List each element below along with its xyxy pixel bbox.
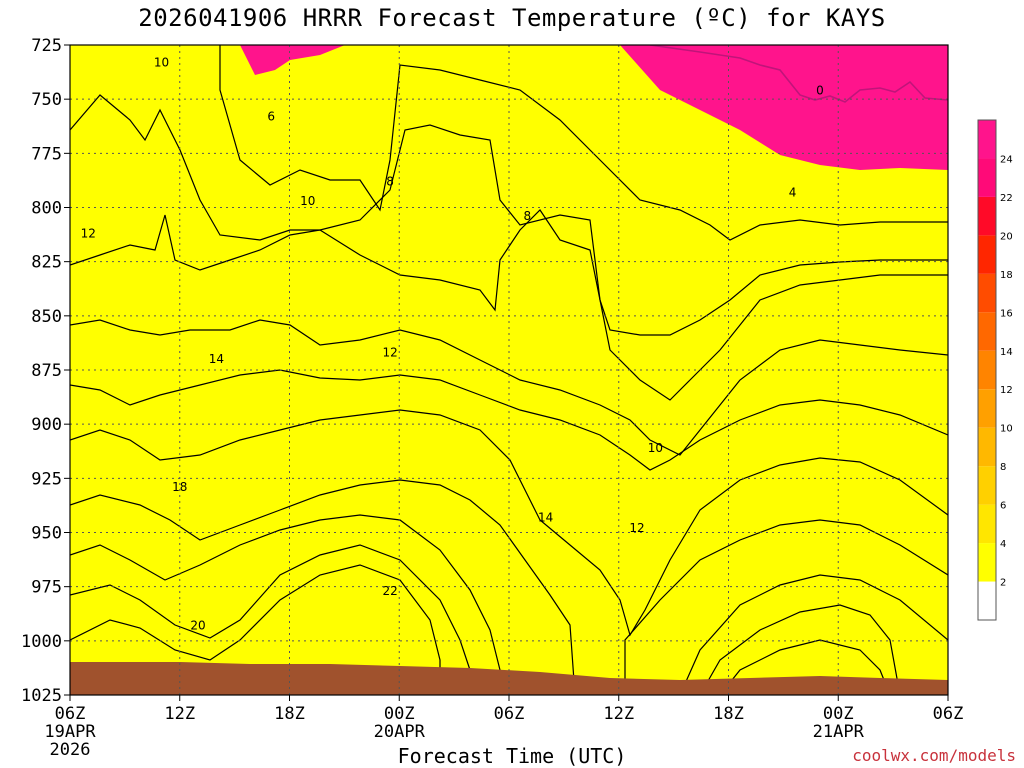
x-tick-label: 12Z bbox=[164, 704, 195, 724]
y-tick-label: 925 bbox=[31, 469, 62, 489]
x-tick-label: 18Z bbox=[274, 704, 305, 724]
chart-title: 2026041906 HRRR Forecast Temperature (ºC… bbox=[138, 4, 886, 32]
colorbar-swatch bbox=[978, 543, 996, 582]
colorbar-label: 8 bbox=[1000, 462, 1006, 473]
x-tick-label: 12Z bbox=[603, 704, 634, 724]
contour-label: 10 bbox=[300, 194, 315, 208]
y-tick-label: 950 bbox=[31, 524, 62, 544]
x-tick-date: 20APR bbox=[374, 722, 426, 742]
y-tick-label: 750 bbox=[31, 90, 62, 110]
zero-isotherm bbox=[649, 45, 948, 103]
x-tick-date: 21APR bbox=[813, 722, 865, 742]
y-tick-label: 850 bbox=[31, 307, 62, 327]
x-tick-date: 19APR bbox=[44, 722, 96, 742]
credit-link[interactable]: coolwx.com/models bbox=[852, 746, 1016, 765]
contour-label: 18 bbox=[172, 480, 187, 494]
contour-label: 14 bbox=[209, 352, 224, 366]
colorbar-frame bbox=[977, 119, 997, 621]
colorbar-label: 16 bbox=[1000, 308, 1013, 319]
colorbar-label: 18 bbox=[1000, 270, 1013, 281]
contour-label: 14 bbox=[538, 510, 553, 524]
contour-label: 4 bbox=[789, 185, 797, 199]
y-tick-label: 825 bbox=[31, 253, 62, 273]
colorbar-swatch bbox=[978, 427, 996, 467]
x-tick-label: 06Z bbox=[494, 704, 525, 724]
y-tick-label: 800 bbox=[31, 199, 62, 219]
contour-label: 10 bbox=[154, 55, 169, 69]
contour-label: 0 bbox=[816, 84, 824, 98]
colorbar-swatch bbox=[978, 196, 996, 236]
colorbar-label: 20 bbox=[1000, 231, 1013, 242]
x-tick-label: 00Z bbox=[823, 704, 854, 724]
colorbar-swatch bbox=[978, 158, 996, 197]
contour-label: 8 bbox=[523, 209, 531, 223]
colorbar-swatch bbox=[978, 235, 996, 274]
x-tick-label: 18Z bbox=[713, 704, 744, 724]
y-tick-label: 875 bbox=[31, 361, 62, 381]
colorbar-swatch bbox=[978, 312, 996, 351]
temperature-field bbox=[70, 45, 948, 695]
contour-labels: 10 6 10 8 8 0 4 12 12 14 10 14 12 18 22 20 bbox=[81, 55, 824, 632]
contour-label: 10 bbox=[648, 441, 663, 455]
contour-label: 6 bbox=[267, 110, 275, 124]
colorbar-swatch bbox=[978, 466, 996, 505]
colorbar-label: 2 bbox=[1000, 578, 1006, 589]
colorbar-swatch bbox=[978, 504, 996, 544]
gridlines bbox=[70, 45, 948, 695]
colorbar-label: 6 bbox=[1000, 501, 1006, 512]
contour-label: 20 bbox=[190, 619, 205, 633]
y-tick-label: 1025 bbox=[21, 686, 62, 706]
x-tick-label: 00Z bbox=[384, 704, 415, 724]
colorbar-label: 10 bbox=[1000, 424, 1013, 435]
x-tick-label: 06Z bbox=[55, 704, 86, 724]
x-tick-label: 06Z bbox=[933, 704, 964, 724]
colorbar-swatch bbox=[978, 120, 996, 159]
contour-label: 22 bbox=[382, 584, 397, 598]
x-tick-year: 2026 bbox=[50, 740, 91, 760]
colorbar-label: 14 bbox=[1000, 347, 1013, 358]
colorbar-label: 22 bbox=[1000, 193, 1013, 204]
colorbar-swatch bbox=[978, 581, 996, 620]
y-tick-label: 775 bbox=[31, 144, 62, 164]
contour-label: 12 bbox=[629, 521, 644, 535]
y-tick-label: 975 bbox=[31, 578, 62, 598]
colorbar-swatch bbox=[978, 350, 996, 390]
contour-label: 12 bbox=[81, 227, 96, 241]
y-tick-label: 725 bbox=[31, 36, 62, 56]
contour-label: 8 bbox=[386, 175, 394, 189]
contour-label: 12 bbox=[382, 346, 397, 360]
colorbar-swatch bbox=[978, 273, 996, 313]
y-tick-label: 900 bbox=[31, 415, 62, 435]
y-tick-label: 1000 bbox=[21, 632, 62, 652]
colorbar-label: 12 bbox=[1000, 385, 1013, 396]
colorbar-label: 24 bbox=[1000, 154, 1013, 165]
colorbar-label: 4 bbox=[1000, 539, 1006, 550]
x-axis-label: Forecast Time (UTC) bbox=[397, 744, 627, 768]
colorbar-swatch bbox=[978, 389, 996, 428]
y-axis: 725 750 775 800 825 850 875 900 925 950 975 1000 102… bbox=[21, 36, 70, 706]
